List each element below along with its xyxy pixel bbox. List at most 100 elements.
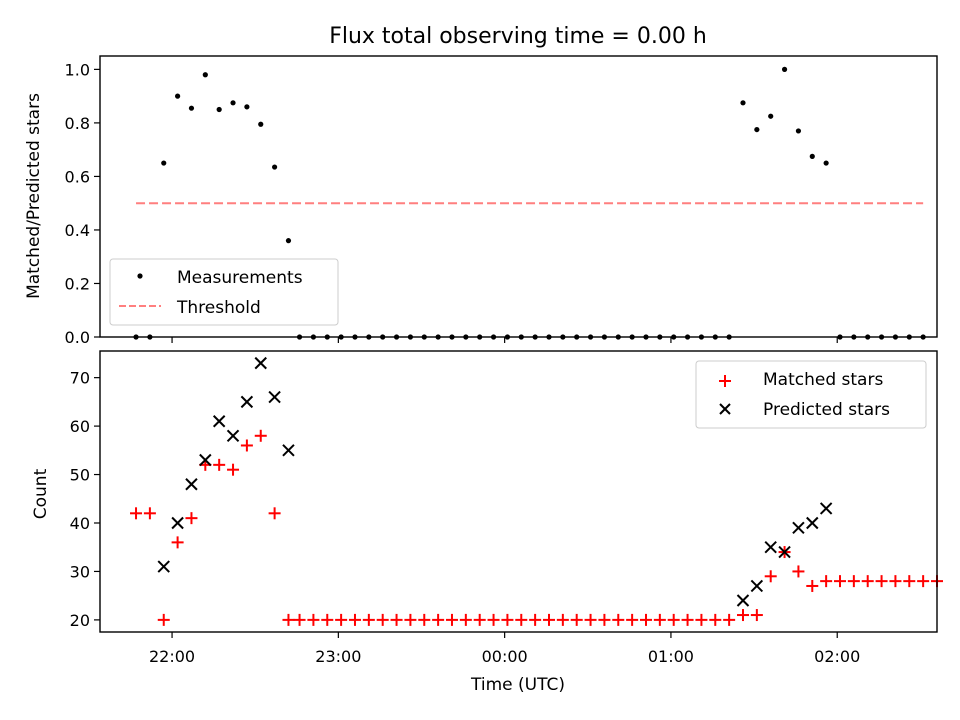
matched-stars-point — [307, 613, 320, 626]
predicted-stars-point — [819, 502, 833, 515]
measurements-point — [768, 113, 774, 119]
predicted-stars-point-b — [185, 478, 198, 491]
predicted-stars-point-b — [736, 594, 750, 607]
matched-stars-point — [792, 565, 805, 578]
matched-stars-point — [157, 613, 170, 626]
predicted-stars-point — [792, 521, 805, 535]
predicted-stars-point — [226, 429, 240, 442]
predicted-stars-point-b — [806, 516, 819, 530]
predicted-stars-point — [806, 516, 819, 530]
legend-measurements-label: Measurements — [177, 268, 303, 288]
legend-predicted-marker — [719, 403, 731, 415]
matched-stars-point — [681, 613, 694, 626]
matched-stars-point — [227, 463, 240, 476]
matched-stars-point — [362, 613, 375, 626]
measurements-point — [188, 105, 195, 111]
bottom-ytick-label: 40 — [70, 514, 90, 533]
matched-stars-point — [667, 613, 680, 626]
measurements-point — [216, 106, 222, 113]
matched-stars-point — [185, 512, 198, 525]
matched-stars-point — [418, 613, 431, 626]
predicted-stars-point — [212, 415, 226, 428]
x-axis-label: Time (UTC) — [470, 675, 565, 695]
predicted-stars-point-b — [282, 444, 295, 457]
matched-stars-point — [695, 613, 708, 626]
matched-stars-point — [903, 575, 916, 588]
matched-stars-point — [445, 613, 458, 626]
xtick-label: 00:00 — [482, 647, 528, 666]
legend-measurements-marker — [137, 273, 143, 279]
matched-stars-point — [570, 613, 583, 626]
predicted-stars-point-b — [212, 415, 226, 428]
predicted-stars-point — [764, 541, 777, 554]
bottom-ytick-label: 50 — [70, 466, 90, 485]
predicted-stars-point — [736, 594, 750, 607]
measurements-point — [285, 238, 292, 244]
predicted-stars-point — [268, 390, 281, 404]
matched-stars-point — [806, 579, 819, 592]
legend-matched-marker — [719, 375, 731, 387]
top-y-axis: 0.0 0.2 0.4 0.6 0.8 1.0 — [65, 60, 100, 347]
matched-stars-point — [639, 613, 652, 626]
top-ytick-label: 1.0 — [65, 60, 90, 79]
top-panel: 0.0 0.2 0.4 0.6 0.8 1.0 Matched/Predicted sta… — [24, 55, 938, 347]
matched-stars-point — [723, 613, 736, 626]
matched-stars-point — [143, 507, 156, 520]
predicted-stars-point — [240, 395, 254, 409]
bottom-legend-box — [695, 360, 927, 429]
predicted-stars-point-b — [792, 521, 805, 535]
measurements-point — [781, 66, 788, 72]
matched-stars-point — [501, 613, 514, 626]
matched-stars-point — [459, 613, 472, 626]
predicted-stars-point — [185, 478, 198, 491]
top-ytick-label: 0.4 — [65, 221, 90, 240]
xtick-label: 23:00 — [315, 647, 361, 666]
predicted-stars-point-b — [199, 453, 212, 467]
measurements-point — [258, 121, 264, 127]
matched-stars-point — [847, 575, 860, 588]
matched-stars-point — [335, 613, 348, 626]
measurements-point — [740, 100, 746, 106]
bottom-ytick-label: 30 — [70, 562, 90, 581]
matched-stars-point — [390, 613, 403, 626]
top-ytick-label: 0.6 — [65, 167, 90, 186]
top-ytick-label: 0.8 — [65, 114, 90, 133]
predicted-stars-point-b — [819, 502, 833, 515]
matched-stars-point — [736, 609, 749, 622]
bottom-ytick-label: 60 — [70, 417, 90, 436]
matched-stars-point — [487, 613, 500, 626]
predicted-stars-point-b — [226, 429, 240, 442]
predicted-stars-point — [199, 453, 212, 467]
legend-predicted-label: Predicted stars — [763, 400, 890, 420]
matched-stars-point — [213, 458, 226, 471]
matched-stars-point — [584, 613, 597, 626]
matched-stars-point — [171, 536, 184, 549]
bottom-legend: Matched stars Predicted stars — [695, 360, 927, 429]
predicted-stars-point-b — [764, 541, 777, 554]
bottom-ytick-label: 70 — [70, 369, 90, 388]
matched-stars-point — [404, 613, 417, 626]
top-x-ticks — [171, 337, 838, 343]
matched-stars-point — [750, 609, 763, 622]
measurements-point — [795, 128, 802, 134]
xtick-label: 01:00 — [648, 647, 694, 666]
top-y-axis-label: Matched/Predicted stars — [24, 93, 44, 299]
predicted-stars-point — [171, 516, 184, 530]
matched-stars-point — [293, 613, 306, 626]
matched-stars-point — [529, 613, 542, 626]
chart-title: Flux total observing time = 0.00 h — [329, 24, 707, 49]
predicted-stars-point — [750, 579, 764, 593]
predicted-stars-point-b — [157, 560, 170, 573]
measurements-point — [809, 153, 815, 159]
matched-stars-point — [254, 429, 267, 442]
predicted-stars-point-b — [778, 545, 791, 559]
measurements-point — [754, 126, 760, 133]
matched-stars-point — [612, 613, 625, 626]
measurements-point — [230, 100, 236, 106]
bottom-plot-frame — [99, 350, 938, 633]
matched-stars-point — [709, 613, 722, 626]
matched-stars-point — [432, 613, 445, 626]
measurements-point — [244, 104, 250, 110]
predicted-stars-point-b — [171, 516, 184, 530]
